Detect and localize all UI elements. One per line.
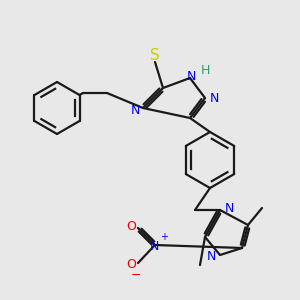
- Text: N: N: [224, 202, 234, 214]
- Text: N: N: [149, 239, 159, 253]
- Text: O: O: [126, 220, 136, 232]
- Text: N: N: [209, 92, 219, 106]
- Text: N: N: [206, 250, 216, 263]
- Text: +: +: [160, 232, 168, 242]
- Text: −: −: [131, 268, 141, 281]
- Text: S: S: [150, 49, 160, 64]
- Text: N: N: [186, 70, 196, 83]
- Text: H: H: [200, 64, 210, 76]
- Text: N: N: [130, 103, 140, 116]
- Text: O: O: [126, 259, 136, 272]
